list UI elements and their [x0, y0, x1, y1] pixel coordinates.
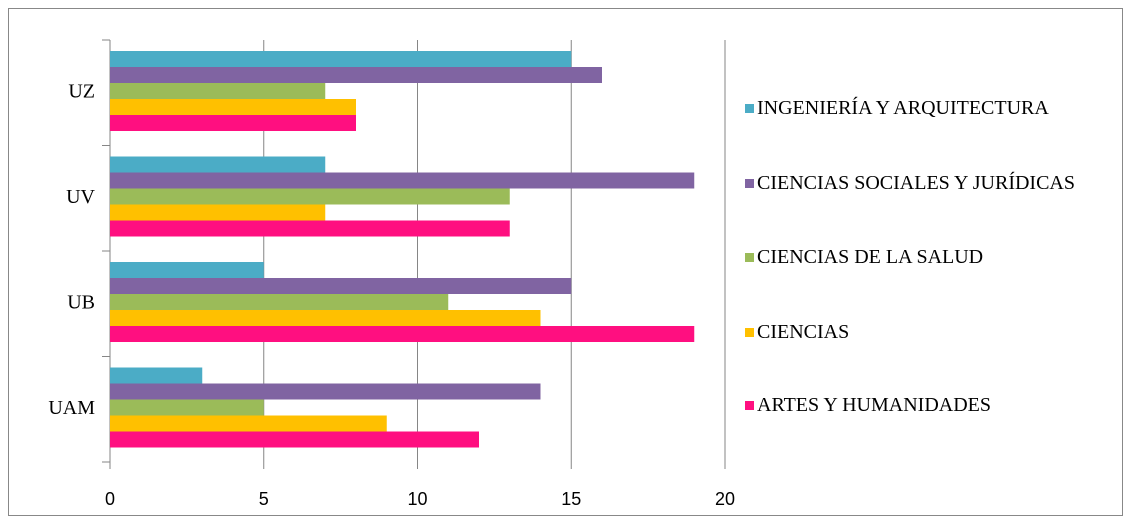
bar: [110, 156, 326, 173]
legend-entry: ARTES Y HUMANIDADES: [745, 392, 1125, 419]
x-tick-label: 20: [715, 489, 735, 509]
y-tick-label: UZ: [68, 80, 95, 102]
bar: [110, 172, 695, 189]
x-tick-label: 15: [561, 489, 581, 509]
bar: [110, 188, 510, 205]
legend-swatch: [745, 104, 754, 113]
bar: [110, 67, 602, 83]
bar: [110, 310, 541, 326]
legend-entry: CIENCIAS DE LA SALUD: [745, 244, 1125, 271]
x-tick-label: 0: [105, 489, 115, 509]
x-tick-label: 5: [259, 489, 269, 509]
bar: [110, 415, 387, 432]
legend-swatch: [745, 328, 754, 337]
bar: [110, 99, 356, 115]
legend-entry: CIENCIAS: [745, 319, 1125, 346]
legend-label: CIENCIAS: [757, 321, 850, 343]
bar: [110, 262, 264, 278]
bar: [110, 115, 356, 131]
bar: [110, 51, 572, 67]
bar: [110, 399, 264, 416]
y-tick-label: UV: [66, 186, 95, 208]
legend-entry: CIENCIAS SOCIALES Y JURÍDICAS: [745, 170, 1125, 197]
bar: [110, 278, 572, 294]
bar: [110, 367, 203, 384]
bar: [110, 83, 326, 99]
legend-label: CIENCIAS DE LA SALUD: [757, 246, 984, 268]
bar: [110, 294, 449, 310]
bar: [110, 383, 541, 400]
legend-swatch: [745, 253, 754, 262]
legend-entry: INGENIERÍA Y ARQUITECTURA: [745, 95, 1125, 122]
bar: [110, 204, 326, 221]
legend-label: ARTES Y HUMANIDADES: [757, 394, 991, 416]
bar: [110, 326, 695, 342]
x-tick-label: 10: [407, 489, 427, 509]
y-tick-label: UAM: [48, 397, 95, 419]
legend-swatch: [745, 401, 754, 410]
legend-swatch: [745, 179, 754, 188]
legend-label: INGENIERÍA Y ARQUITECTURA: [757, 97, 1049, 119]
bar: [110, 431, 479, 448]
y-tick-label: UB: [67, 291, 95, 313]
legend-label: CIENCIAS SOCIALES Y JURÍDICAS: [757, 172, 1075, 194]
chart-frame: [8, 8, 1123, 516]
bar: [110, 220, 510, 237]
